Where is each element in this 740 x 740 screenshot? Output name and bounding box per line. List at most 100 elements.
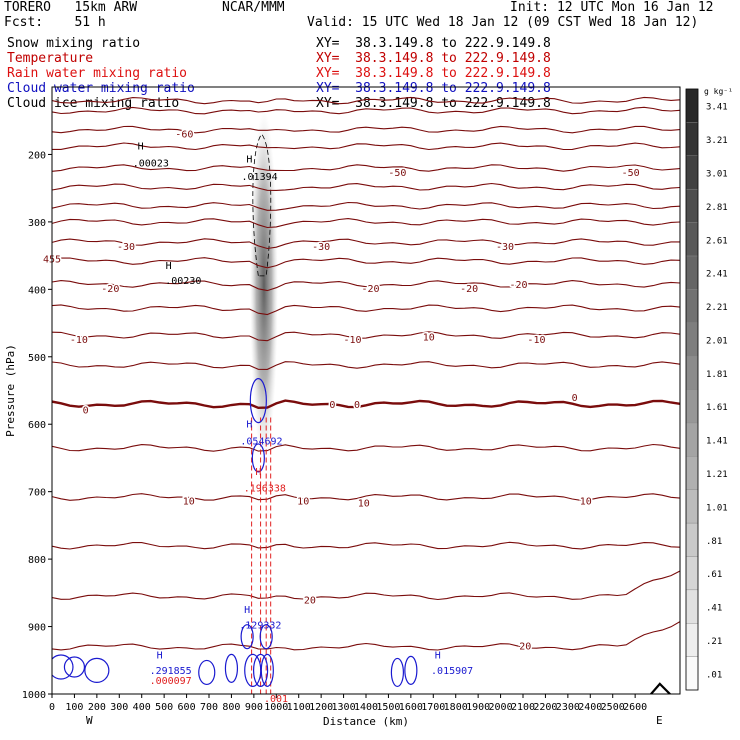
field-name: Cloud water mixing ratio bbox=[7, 81, 195, 96]
isotherm-label: -20 bbox=[460, 284, 478, 295]
colorbar-label: 1.61 bbox=[706, 403, 728, 413]
isotherm--30 bbox=[52, 238, 680, 250]
colorbar-swatch bbox=[685, 422, 699, 457]
x-tick-label: 1900 bbox=[466, 702, 490, 713]
y-tick-label: 200 bbox=[28, 150, 46, 161]
max-value-label: .129332 bbox=[239, 621, 281, 632]
isotherm-label: 0 bbox=[329, 400, 335, 411]
colorbar-swatch bbox=[685, 155, 699, 190]
x-tick-label: 600 bbox=[178, 702, 196, 713]
isotherm-10 bbox=[52, 493, 680, 501]
init-label: Init: 12 UTC Mon 16 Jan 12 bbox=[510, 0, 714, 15]
max-value-label: .00230 bbox=[165, 276, 201, 287]
colorbar-swatch bbox=[685, 322, 699, 357]
isotherm-label: -50 bbox=[388, 168, 406, 179]
model-label: TORERO 15km ARW bbox=[4, 0, 138, 15]
cloud-water-contour bbox=[224, 653, 239, 683]
cloud-water-contour bbox=[63, 656, 86, 678]
max-value-label: .001 bbox=[264, 694, 288, 705]
high-marker: H bbox=[138, 142, 144, 153]
cloud-water-contour bbox=[52, 654, 74, 680]
x-tick-label: 1600 bbox=[399, 702, 423, 713]
y-tick-label: 500 bbox=[28, 353, 46, 364]
colorbar-swatch bbox=[685, 355, 699, 390]
colorbar-label: .41 bbox=[706, 604, 722, 614]
x-tick-label: 2500 bbox=[601, 702, 625, 713]
isotherm-20 bbox=[52, 570, 680, 601]
cloud-water-contour bbox=[260, 653, 274, 687]
isotherm--35 bbox=[52, 218, 680, 229]
y-tick-label: 800 bbox=[28, 555, 46, 566]
colorbar-label: 1.41 bbox=[706, 437, 728, 447]
cloud-water-contour bbox=[84, 657, 110, 683]
isotherm-label: -20 bbox=[101, 284, 119, 295]
isotherm-15 bbox=[52, 541, 680, 550]
x-tick-label: 2300 bbox=[556, 702, 580, 713]
x-tick-label: 1800 bbox=[444, 702, 468, 713]
x-tick-label: 1500 bbox=[376, 702, 400, 713]
high-marker: H bbox=[435, 650, 441, 661]
max-value-label: .00023 bbox=[133, 159, 169, 170]
east-endpoint-label: E bbox=[656, 714, 663, 727]
isotherm-label: 10 bbox=[423, 333, 435, 344]
max-value-label: .291855 bbox=[150, 666, 192, 677]
west-endpoint-label: W bbox=[86, 714, 93, 727]
isotherm-label: -10 bbox=[527, 335, 545, 346]
x-tick-label: 1700 bbox=[421, 702, 445, 713]
cloud-ice-contour bbox=[252, 133, 272, 277]
high-marker: H bbox=[244, 605, 250, 616]
x-tick-label: 1300 bbox=[332, 702, 356, 713]
high-marker: H bbox=[246, 420, 252, 431]
isotherm-label: -30 bbox=[496, 242, 514, 253]
colorbar-label: 2.81 bbox=[706, 203, 728, 213]
isotherm--25 bbox=[52, 257, 680, 269]
max-value-label: .196338 bbox=[244, 484, 286, 495]
isotherm-label: -50 bbox=[622, 168, 640, 179]
colorbar-label: .81 bbox=[706, 537, 722, 547]
colorbar-label: 2.61 bbox=[706, 236, 728, 246]
isotherm--60 bbox=[52, 125, 680, 134]
colorbar-label: .01 bbox=[706, 670, 722, 680]
y-axis-label: Pressure (hPa) bbox=[4, 344, 17, 437]
isotherm-label: 10 bbox=[183, 496, 195, 507]
plot-frame bbox=[51, 86, 681, 695]
x-tick-label: 1100 bbox=[287, 702, 311, 713]
isotherm-label: -60 bbox=[175, 130, 193, 141]
colorbar-swatch bbox=[685, 222, 699, 257]
max-value-label: .015907 bbox=[431, 666, 473, 677]
field-name: Temperature bbox=[7, 51, 94, 66]
isotherm--15 bbox=[52, 304, 680, 316]
x-tick-label: 400 bbox=[133, 702, 151, 713]
x-tick-label: 1000 bbox=[264, 702, 288, 713]
colorbar-label: 2.21 bbox=[706, 303, 728, 313]
colorbar-label: 3.21 bbox=[706, 136, 728, 146]
valid-time-label: Valid: 15 UTC Wed 18 Jan 12 (09 CST Wed … bbox=[307, 15, 699, 30]
max-value-label: .01394 bbox=[242, 172, 278, 183]
isotherm-label: 10 bbox=[580, 496, 592, 507]
isotherm-label: 0 bbox=[354, 400, 360, 411]
isotherm-label: 0 bbox=[572, 393, 578, 404]
cloud-water-contour bbox=[404, 655, 418, 685]
colorbar-swatch bbox=[685, 623, 699, 657]
isotherm--40 bbox=[52, 201, 680, 211]
isotherm-5 bbox=[52, 443, 680, 452]
y-tick-label: 1000 bbox=[22, 690, 46, 701]
isotherm-label: -10 bbox=[70, 335, 88, 346]
colorbar-swatch bbox=[685, 589, 699, 624]
colorbar-frame bbox=[685, 88, 699, 691]
field-section-xy: XY= 38.3.149.8 to 222.9.149.8 bbox=[316, 81, 551, 96]
x-tick-label: 200 bbox=[88, 702, 106, 713]
colorbar-swatch bbox=[685, 489, 699, 524]
x-tick-label: 500 bbox=[155, 702, 173, 713]
x-tick-label: 2600 bbox=[623, 702, 647, 713]
x-tick-label: 2000 bbox=[489, 702, 513, 713]
y-tick-label: 900 bbox=[28, 623, 46, 634]
isotherm--45 bbox=[52, 182, 680, 191]
high-marker: H bbox=[255, 467, 261, 478]
isotherm-label: -20 bbox=[361, 284, 379, 295]
high-marker: H bbox=[166, 261, 172, 272]
y-tick-label: 400 bbox=[28, 285, 46, 296]
colorbar-label: 1.01 bbox=[706, 503, 728, 513]
y-tick-label: 700 bbox=[28, 488, 46, 499]
colorbar-swatch bbox=[685, 289, 699, 323]
